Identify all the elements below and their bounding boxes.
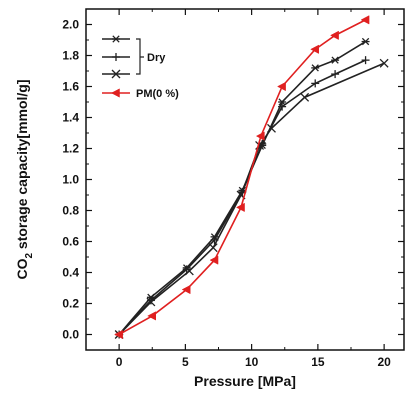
data-point <box>255 131 265 141</box>
marker-stroke <box>267 123 276 133</box>
data-point <box>208 243 218 253</box>
y-tick-label: 0.2 <box>62 297 79 311</box>
data-point <box>209 255 219 265</box>
data-point <box>330 30 339 40</box>
data-point <box>146 297 156 307</box>
data-point <box>114 329 123 340</box>
data-point <box>379 58 389 68</box>
legend-item-pm: PM(0 %) <box>102 88 179 100</box>
x-axis-title: Pressure [MPa] <box>194 373 296 389</box>
data-point <box>278 102 287 111</box>
x-tick-label: 5 <box>182 355 189 369</box>
legend-label-dry: Dry <box>147 52 166 64</box>
marker-stroke <box>112 35 120 43</box>
data-point <box>235 202 245 213</box>
y-tick-label: 0.6 <box>62 235 79 249</box>
data-point <box>147 311 156 321</box>
data-point <box>277 81 286 92</box>
data-point <box>267 123 276 133</box>
y-tick-label: 1.2 <box>62 142 79 156</box>
marker-stroke <box>311 64 319 72</box>
x-tick-label: 20 <box>377 355 391 369</box>
y-axis-title: CO2 storage capacity[mmol/g] <box>14 79 35 279</box>
data-point <box>331 70 340 79</box>
data-point <box>111 69 121 79</box>
marker-stroke <box>184 266 194 276</box>
data-point <box>360 15 370 25</box>
y-tick-label: 0.4 <box>62 266 79 280</box>
data-point <box>184 266 194 276</box>
data-point <box>310 44 319 54</box>
marker-stroke <box>236 190 246 200</box>
data-point <box>361 56 370 65</box>
axis-ticks: 0 5 10 15 20 0.0 0.2 0.4 0.6 0.8 1.0 1.2 1.4 1.6 1.8 2.… <box>62 8 404 369</box>
series-line <box>118 19 366 336</box>
y-tick-label: 1.6 <box>62 80 79 94</box>
marker-stroke <box>146 297 156 307</box>
plot-frame <box>85 8 405 351</box>
data-point <box>112 35 120 43</box>
marker-stroke <box>361 37 370 46</box>
plot-border <box>85 8 405 351</box>
legend-item-dry-1 <box>102 35 130 43</box>
data-point <box>278 98 287 106</box>
x-tick-label: 0 <box>116 355 123 369</box>
data-point <box>331 56 340 64</box>
y-axis-title-subscript: 2 <box>24 253 35 259</box>
y-tick-label: 0.0 <box>62 328 79 342</box>
marker-stroke <box>208 243 218 253</box>
y-tick-label: 1.8 <box>62 49 79 63</box>
y-tick-label: 2.0 <box>62 18 79 32</box>
marker-stroke <box>331 56 339 64</box>
x-tick-label: 15 <box>311 355 325 369</box>
legend-label-pm: PM(0 %) <box>136 88 179 100</box>
series-3 <box>114 58 389 339</box>
data-point <box>311 64 320 72</box>
marker-stroke <box>300 92 310 102</box>
series-4 <box>114 15 370 340</box>
data-point <box>361 37 370 46</box>
data-point <box>181 284 191 295</box>
data-point <box>311 79 320 88</box>
marker-stroke <box>278 98 286 106</box>
data-point <box>110 88 120 98</box>
y-tick-label: 1.0 <box>62 173 79 187</box>
series-layer <box>114 15 389 340</box>
data-point <box>300 92 310 102</box>
legend-brace <box>136 38 144 75</box>
legend-item-dry-2 <box>102 53 130 61</box>
axis-labels: Pressure [MPa] CO2 storage capacity[mmol… <box>14 79 296 389</box>
y-tick-label: 0.8 <box>62 204 79 218</box>
y-axis-title-rest: storage capacity[mmol/g] <box>14 79 30 253</box>
legend: Dry PM(0 %) <box>102 35 179 100</box>
marker-stroke <box>379 58 389 68</box>
data-point <box>112 53 120 61</box>
y-axis-title-main: CO <box>14 258 30 279</box>
y-tick-label: 1.4 <box>62 111 79 125</box>
x-tick-label: 10 <box>245 355 259 369</box>
marker-stroke <box>111 69 121 79</box>
legend-item-dry-3 <box>102 69 130 79</box>
